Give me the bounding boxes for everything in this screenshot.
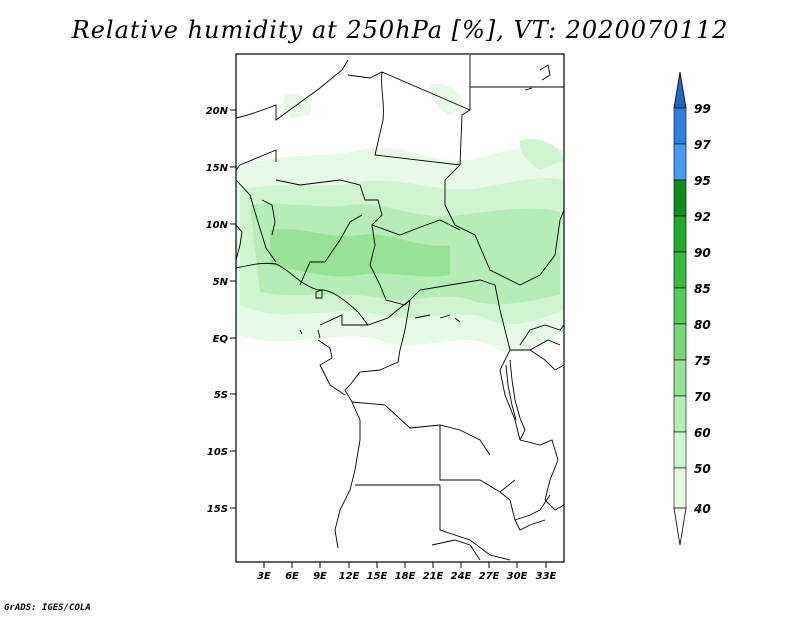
colorbar-swatch <box>673 251 687 289</box>
colorbar-label: 70 <box>694 390 711 404</box>
colorbar-label: 75 <box>694 354 711 368</box>
colorbar-label: 92 <box>694 210 711 224</box>
colorbar-swatch <box>673 467 687 509</box>
colorbar-swatch <box>673 323 687 361</box>
lat-label: 5S <box>214 390 228 401</box>
colorbar-label: 99 <box>694 102 711 116</box>
lat-label: 5N <box>213 277 229 288</box>
lat-label: EQ <box>213 334 229 345</box>
colorbar-swatch <box>673 359 687 397</box>
colorbar-swatch <box>673 287 687 325</box>
map-title: Relative humidity at 250hPa [%], VT: 202… <box>71 16 729 44</box>
colorbar-label: 50 <box>694 462 711 476</box>
colorbar-swatch <box>673 431 687 469</box>
lat-label: 10N <box>206 220 229 231</box>
colorbar-label: 60 <box>694 426 711 440</box>
colorbar-bottom-arrow <box>673 507 687 546</box>
lon-label: 27E <box>479 571 500 582</box>
lat-label: 15N <box>206 163 229 174</box>
lat-axis <box>230 109 236 509</box>
lon-label: 30E <box>507 571 528 582</box>
country-borders <box>235 55 565 561</box>
colorbar-swatch <box>673 395 687 433</box>
colorbar-label: 40 <box>693 502 711 516</box>
humidity-shading <box>236 83 564 353</box>
lon-label: 24E <box>451 571 472 582</box>
colorbar-label: 80 <box>694 318 711 332</box>
lon-label: 6E <box>285 571 299 582</box>
lat-label: 15S <box>207 504 228 515</box>
lat-label: 20N <box>206 106 229 117</box>
colorbar-swatch <box>673 143 687 181</box>
colorbar-label: 90 <box>694 246 711 260</box>
lat-label: 10S <box>207 447 228 458</box>
lon-axis <box>263 562 547 568</box>
lon-label: 21E <box>423 571 444 582</box>
colorbar-swatch <box>673 179 687 217</box>
lon-label: 33E <box>536 571 557 582</box>
grads-credit: GrADS: IGES/COLA <box>4 603 91 613</box>
lon-label: 12E <box>339 571 360 582</box>
colorbar-label: 97 <box>694 138 711 152</box>
lon-label: 15E <box>367 571 388 582</box>
colorbar: 99 97 95 92 90 85 80 75 70 60 50 40 <box>673 71 711 546</box>
map-frame <box>235 53 565 563</box>
lon-label: 9E <box>313 571 327 582</box>
lon-label: 18E <box>395 571 416 582</box>
colorbar-label: 85 <box>694 282 711 296</box>
colorbar-label: 95 <box>694 174 711 188</box>
colorbar-top-arrow <box>673 71 687 109</box>
lon-label: 3E <box>257 571 271 582</box>
colorbar-swatch <box>673 107 687 145</box>
colorbar-swatch <box>673 215 687 253</box>
